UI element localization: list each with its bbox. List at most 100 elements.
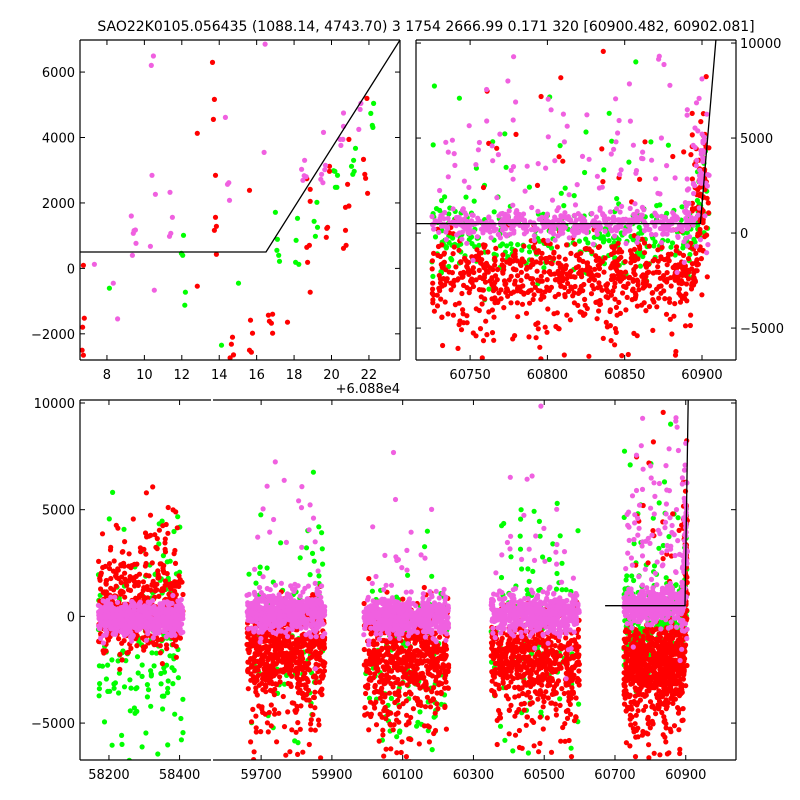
point-red [538,255,544,261]
point-red [492,262,498,268]
point-red [689,132,695,138]
point-red [227,355,233,360]
point-magenta [684,112,690,118]
point-magenta [694,157,700,163]
point-red [297,726,303,732]
point-magenta [226,180,232,186]
point-red [456,247,462,253]
point-green [127,708,133,714]
point-red [270,688,276,694]
point-green [471,198,477,204]
point-magenta [538,228,544,234]
point-green [314,224,321,230]
point-red [476,267,482,273]
point-red [360,156,367,162]
point-magenta [137,613,143,619]
point-red [686,269,692,275]
point-red [432,659,439,666]
point-magenta [484,86,490,93]
point-red [382,694,388,700]
point-red [98,586,104,592]
point-green [109,657,115,663]
point-red [625,351,631,358]
point-green [165,685,171,691]
point-red [538,296,544,302]
point-red [139,591,145,597]
point-red [519,301,526,307]
point-red [405,648,411,654]
point-red [257,663,263,669]
point-red [656,269,662,275]
point-red [309,654,315,660]
point-red [676,290,682,296]
point-red [512,278,518,284]
point-green [139,744,145,750]
point-red [134,643,140,649]
point-magenta [151,287,157,293]
point-magenta [449,137,455,143]
point-red [605,295,611,301]
point-green [429,747,435,753]
point-red [560,275,567,281]
point-magenta [699,76,705,82]
point-magenta [119,604,125,611]
point-magenta [704,250,710,256]
point-green [139,673,145,680]
point-red [554,244,560,250]
point-green [463,194,469,200]
point-green [368,110,374,116]
point-green [131,705,137,711]
point-red [99,531,106,537]
point-red [323,234,329,240]
point-red [505,293,511,299]
point-magenta [356,126,362,132]
point-red [309,643,315,649]
point-magenta [686,211,692,217]
point-red [274,638,280,644]
point-red [194,283,200,289]
point-green [669,240,676,246]
point-green [633,59,639,65]
point-red [456,300,462,306]
point-magenta [641,228,648,234]
point-red [300,656,306,662]
point-red [533,335,539,341]
point-green [371,100,377,106]
point-magenta [129,623,135,629]
point-red [641,300,647,306]
point-red [646,261,652,267]
point-green [601,237,607,243]
point-green [119,732,125,739]
point-green [121,684,128,690]
point-green [558,190,564,196]
point-red [80,262,86,268]
point-red [445,685,451,691]
point-magenta [357,106,363,112]
point-green [576,701,582,707]
point-red [490,283,496,289]
point-red [312,705,318,711]
point-red [134,561,140,567]
point-green [417,709,423,715]
point-red [138,549,144,555]
point-red [320,662,326,668]
point-red [291,700,297,706]
point-red [407,644,414,650]
point-magenta [176,608,182,614]
point-red [604,281,611,287]
point-red [346,136,352,142]
point-magenta [627,118,634,124]
point-red [430,300,436,306]
point-red [173,579,179,585]
point-magenta [99,609,105,615]
point-red [366,576,372,582]
point-red [155,568,161,574]
point-red [600,48,606,55]
point-red [142,530,149,536]
point-green [652,239,658,245]
point-red [143,490,149,496]
point-green [553,586,560,592]
point-green [430,142,436,148]
point-red [526,334,532,340]
